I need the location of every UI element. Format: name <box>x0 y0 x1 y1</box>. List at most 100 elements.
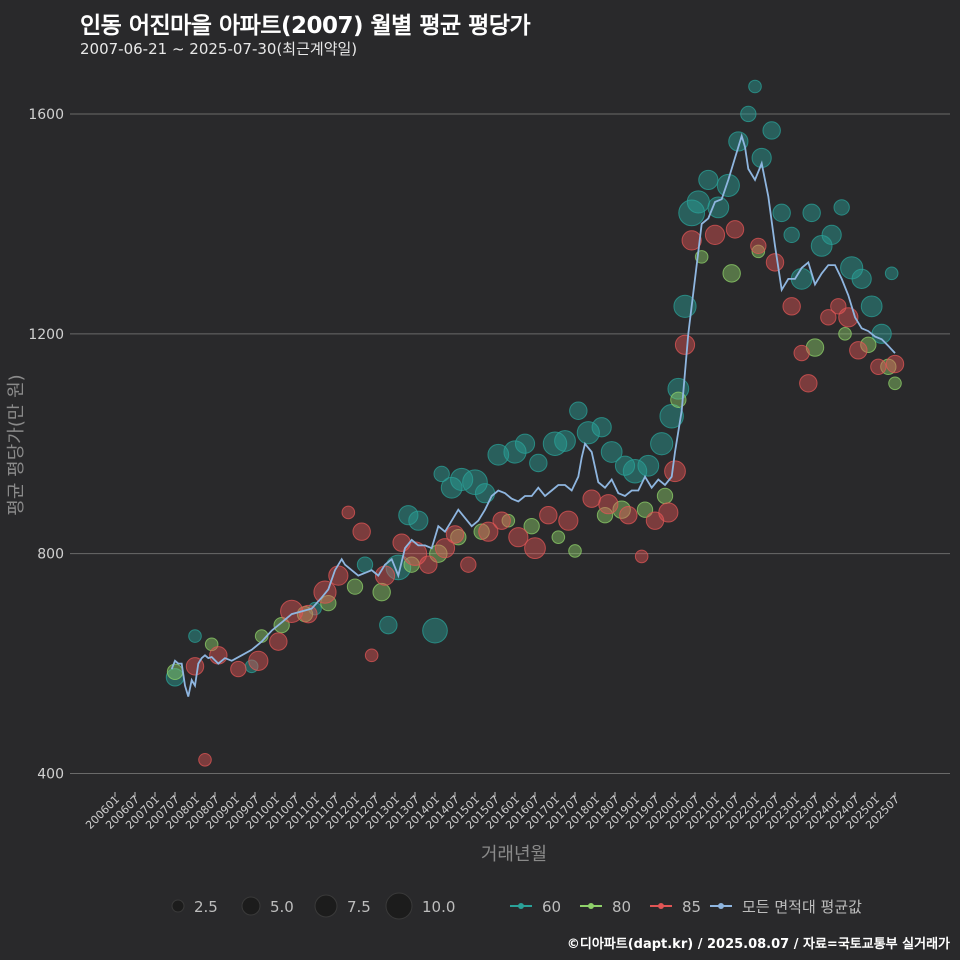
point-85 <box>849 341 868 360</box>
point-60 <box>698 169 719 191</box>
point-85 <box>364 648 379 663</box>
chart-subtitle: 2007-06-21 ~ 2025-07-30(최근계약일) <box>80 40 358 58</box>
average-line <box>170 132 896 697</box>
legend-label: 60 <box>542 898 561 916</box>
point-80 <box>523 518 540 535</box>
point-85 <box>539 505 558 525</box>
legend-key-dot <box>658 903 664 909</box>
point-60 <box>529 453 548 473</box>
point-85 <box>248 650 269 671</box>
point-80 <box>636 501 654 518</box>
point-85 <box>582 489 601 508</box>
point-85 <box>460 556 477 573</box>
point-85 <box>799 374 818 393</box>
point-60 <box>772 203 791 223</box>
point-80 <box>888 376 902 391</box>
point-60 <box>716 173 740 198</box>
point-85 <box>352 522 371 541</box>
y-tick-label: 1600 <box>28 107 64 123</box>
point-60 <box>379 615 398 635</box>
point-60 <box>884 266 899 281</box>
y-axis-title: 평균 평당가(만 원) <box>6 374 27 515</box>
point-85 <box>478 521 499 542</box>
point-60 <box>762 121 781 140</box>
legend-label: 80 <box>612 898 631 916</box>
point-85 <box>664 460 686 483</box>
point-85 <box>445 525 465 544</box>
point-85 <box>558 510 579 531</box>
point-80 <box>838 327 852 341</box>
point-60 <box>678 199 706 227</box>
legend-label: 85 <box>682 898 701 916</box>
point-60 <box>569 401 588 420</box>
point-85 <box>885 354 905 374</box>
point-60 <box>554 430 576 452</box>
point-60 <box>821 224 842 245</box>
point-60 <box>474 483 496 504</box>
point-60 <box>576 421 600 445</box>
point-85 <box>634 549 649 564</box>
point-85 <box>209 646 228 665</box>
point-60 <box>422 617 448 644</box>
size-legend-circle <box>171 899 185 913</box>
size-legend-circle <box>241 896 261 916</box>
scatter-points <box>165 79 905 767</box>
point-60 <box>707 196 730 219</box>
point-80 <box>450 529 467 546</box>
point-60 <box>802 203 821 223</box>
point-85 <box>434 538 456 559</box>
point-60 <box>783 226 800 244</box>
point-60 <box>659 404 684 429</box>
point-60 <box>686 190 710 214</box>
point-85 <box>704 224 726 245</box>
x-tick-labels: 2006012006072007012007072008012008072009… <box>83 792 902 832</box>
point-60 <box>833 199 850 216</box>
size-legend-label: 2.5 <box>194 898 218 916</box>
gridlines <box>70 113 950 775</box>
y-tick-label: 800 <box>37 547 64 563</box>
point-60 <box>440 476 463 499</box>
y-tick-label: 1200 <box>28 327 64 343</box>
legend: 2.5 5.0 7.5 10.0 60 80 85 모든 면적대 평균값 <box>171 892 862 920</box>
size-legend-label: 7.5 <box>347 898 371 916</box>
point-60 <box>860 295 883 318</box>
point-60 <box>740 105 757 123</box>
point-80 <box>273 616 290 634</box>
point-85 <box>782 297 801 316</box>
x-axis-title: 거래년월 <box>481 844 547 865</box>
point-80 <box>596 507 614 524</box>
size-legend-label: 5.0 <box>270 898 294 916</box>
point-60 <box>503 440 527 464</box>
point-60 <box>188 629 202 643</box>
point-60 <box>650 432 674 456</box>
point-85 <box>658 502 679 523</box>
point-80 <box>568 544 582 558</box>
point-80 <box>372 582 391 602</box>
point-80 <box>656 487 674 505</box>
point-85 <box>269 632 288 651</box>
point-60 <box>398 505 419 526</box>
point-80 <box>473 523 490 540</box>
point-60 <box>622 458 648 484</box>
size-legend-circle <box>385 892 413 920</box>
point-85 <box>341 505 356 520</box>
point-60 <box>514 433 536 454</box>
point-85 <box>674 334 696 355</box>
point-85 <box>524 537 546 560</box>
legend-key-dot <box>718 903 724 909</box>
point-85 <box>681 230 702 251</box>
point-80 <box>751 244 766 259</box>
point-60 <box>408 510 429 531</box>
point-80 <box>551 530 566 544</box>
average-line-group <box>170 132 896 697</box>
point-60 <box>433 465 450 483</box>
point-80 <box>860 336 877 353</box>
point-85 <box>870 358 887 375</box>
y-tick-label: 400 <box>37 767 64 783</box>
point-85 <box>793 344 810 362</box>
point-85 <box>230 660 247 678</box>
point-60 <box>487 443 510 466</box>
point-85 <box>725 220 745 239</box>
